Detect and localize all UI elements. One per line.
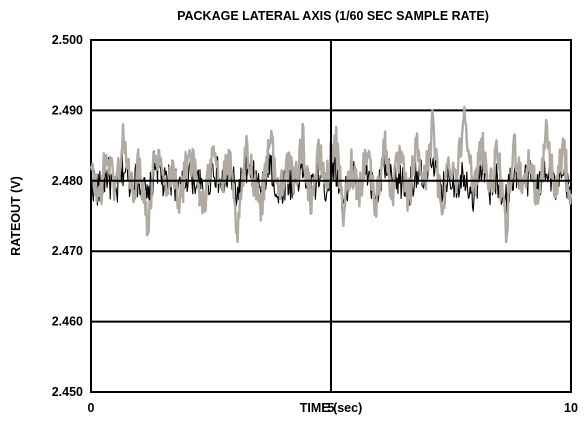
- x-tick-label: 5: [328, 401, 335, 415]
- plot-area: [89, 39, 573, 393]
- y-tick-label: 2.500: [52, 33, 83, 47]
- x-tick-label: 0: [88, 401, 95, 415]
- y-tick-labels: 2.500 2.490 2.480 2.470 2.460 2.450: [52, 33, 83, 399]
- y-tick-label: 2.450: [52, 385, 83, 399]
- chart-title: PACKAGE LATERAL AXIS (1/60 SEC SAMPLE RA…: [177, 9, 489, 23]
- y-tick-label: 2.490: [52, 103, 83, 117]
- y-axis-label: RATEOUT (V): [9, 176, 23, 256]
- y-tick-label: 2.460: [52, 315, 83, 329]
- y-tick-label: 2.470: [52, 244, 83, 258]
- x-tick-labels: 0 5 10: [88, 401, 578, 415]
- x-tick-label: 10: [564, 401, 578, 415]
- x-axis-label: TIME (sec): [300, 401, 363, 415]
- y-tick-label: 2.480: [52, 174, 83, 188]
- overlay-lines: [91, 40, 571, 392]
